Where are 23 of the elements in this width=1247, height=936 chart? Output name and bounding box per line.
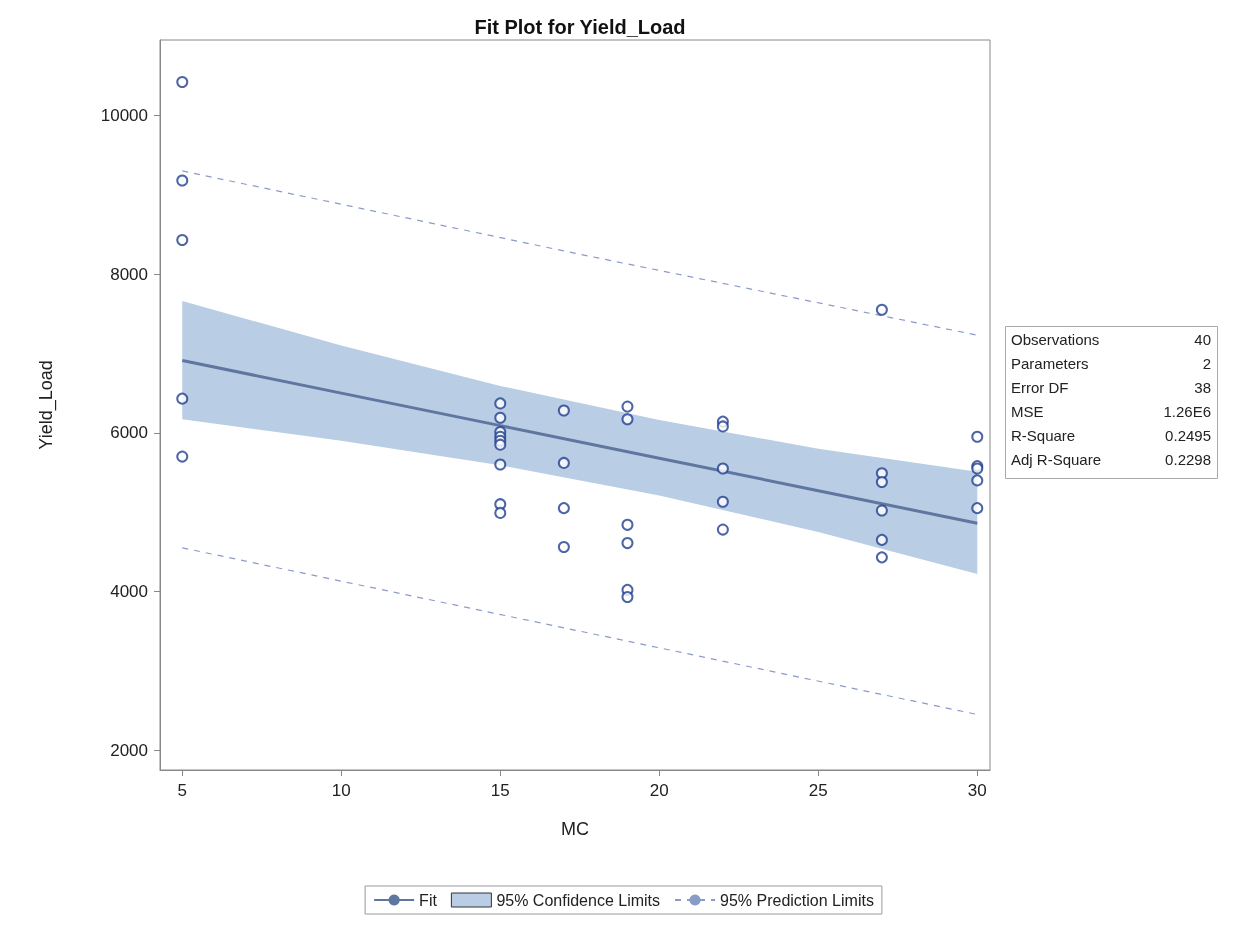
text: Parameters 2: [1011, 355, 1211, 372]
text: Adj R-Square 0.2298: [1011, 451, 1212, 468]
x-tick-label: 10: [331, 781, 351, 800]
y-tick-label: 4000: [110, 581, 148, 601]
legend-label: 95% Confidence Limits: [496, 891, 661, 909]
text: Observations 40: [1011, 331, 1211, 348]
x-tick-label: 30: [967, 781, 987, 800]
y-tick-label: 10000: [100, 105, 148, 125]
text: MSE 1.26E6: [1011, 403, 1212, 420]
x-tick-label: 20: [649, 781, 669, 800]
x-tick-label: 5: [177, 781, 187, 800]
x-axis-title: MC: [561, 819, 589, 839]
chart-title: Fit Plot for Yield_Load: [474, 16, 686, 38]
legend-label: 95% Prediction Limits: [720, 891, 874, 909]
text: R-Square 0.2495: [1011, 427, 1212, 444]
y-tick-label: 8000: [110, 264, 148, 284]
text: Error DF 38: [1011, 379, 1211, 396]
x-tick-label: 15: [490, 781, 510, 800]
x-tick-label: 25: [808, 781, 828, 800]
legend-label: Fit: [419, 891, 438, 909]
y-tick-label: 6000: [110, 423, 148, 443]
y-tick-label: 2000: [110, 740, 148, 760]
y-axis-title: Yield_Load: [36, 360, 57, 450]
